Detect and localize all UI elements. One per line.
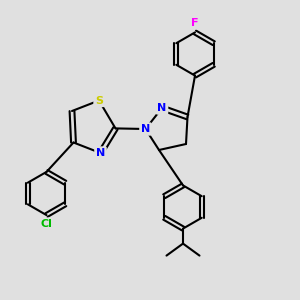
Text: N: N	[141, 124, 150, 134]
Text: N: N	[96, 148, 105, 158]
Text: F: F	[191, 18, 199, 28]
Text: S: S	[95, 95, 103, 106]
Text: Cl: Cl	[40, 219, 52, 229]
Text: N: N	[158, 103, 166, 113]
